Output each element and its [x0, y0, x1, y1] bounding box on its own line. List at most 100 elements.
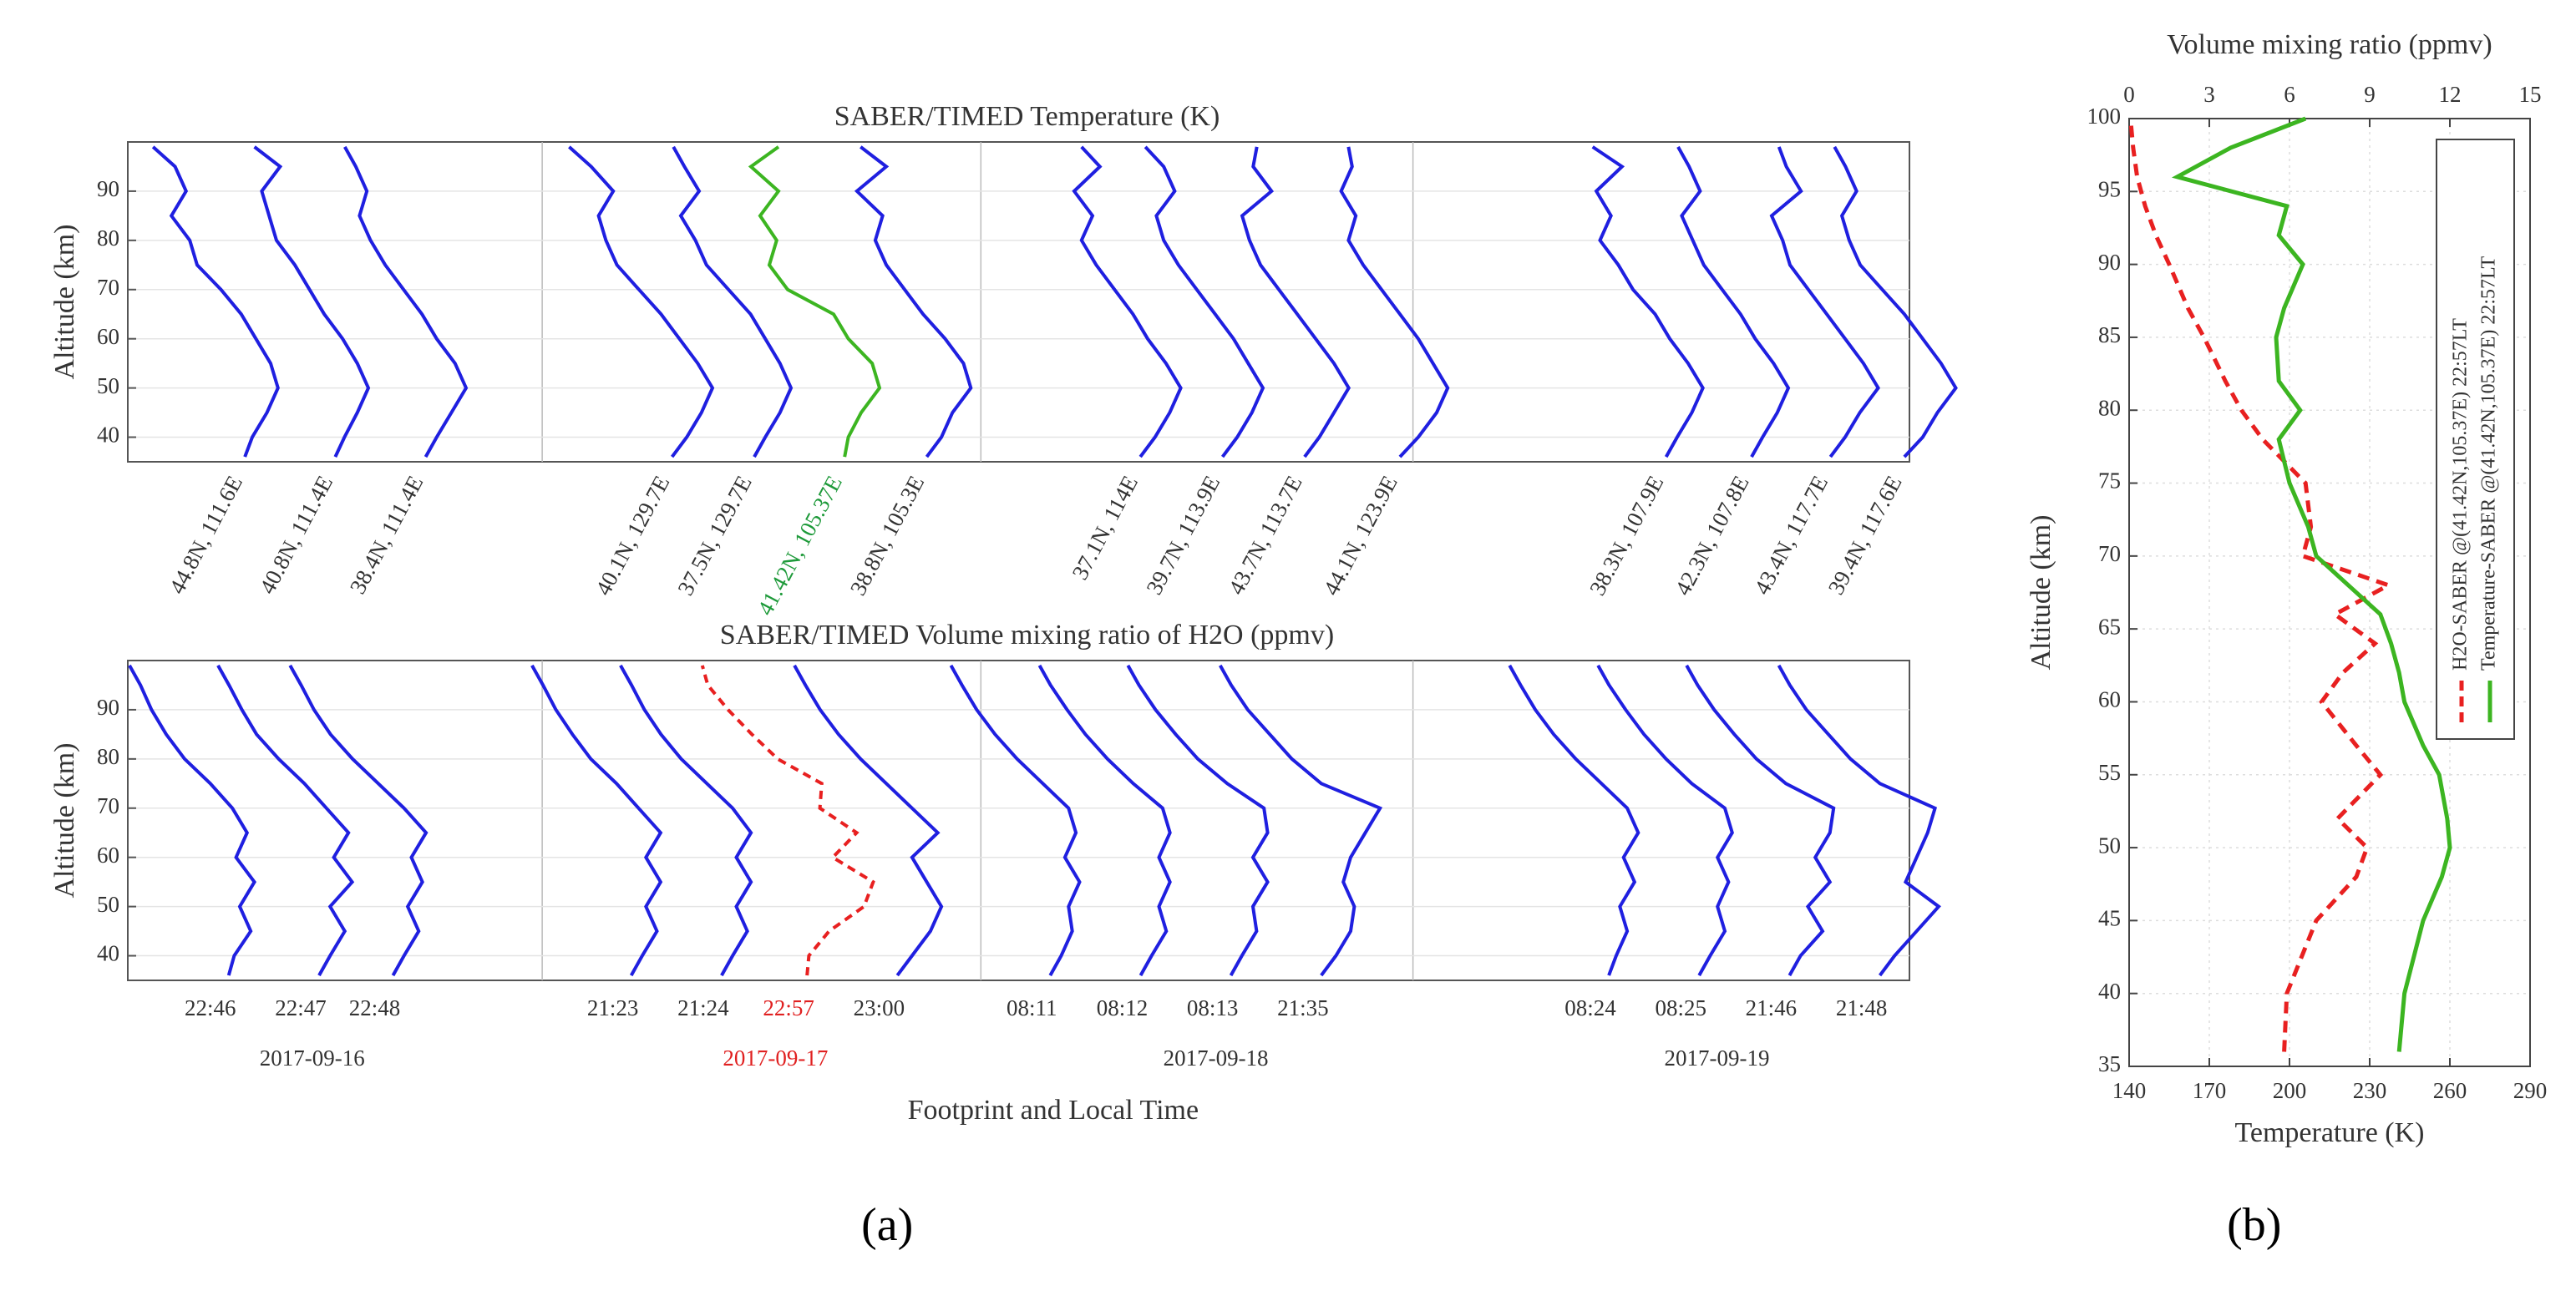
time-label: 21:23 [587, 995, 639, 1020]
plot-frame [127, 141, 1910, 463]
y-tick-label: 85 [2098, 322, 2121, 347]
time-label: 21:48 [1836, 995, 1888, 1020]
x-tick-label: 170 [2193, 1078, 2227, 1103]
time-label: 08:13 [1187, 995, 1239, 1020]
profile-line [151, 145, 280, 458]
profile-line [1240, 146, 1351, 458]
y-tick-label: 80 [97, 744, 119, 769]
footprint-label: 38.3N, 107.9E [1585, 472, 1668, 600]
profile-line [1685, 664, 1836, 977]
profile-line [1219, 664, 1383, 977]
profile-line [1769, 146, 1881, 458]
y-tick-label: 90 [97, 176, 119, 201]
footprint-label: 44.1N, 123.9E [1318, 472, 1402, 600]
chart-title: SABER/TIMED Temperature (K) [834, 101, 1220, 132]
profile-line [949, 664, 1082, 977]
x2-tick-label: 0 [2123, 82, 2135, 107]
y-tick-label: 95 [2098, 177, 2121, 202]
series-line [2128, 118, 2394, 1052]
time-label: 22:46 [185, 995, 236, 1020]
profile-line [343, 145, 469, 458]
time-label: 08:25 [1655, 995, 1706, 1020]
y-tick-label: 80 [97, 225, 119, 251]
series-line [2171, 116, 2452, 1052]
chart-title: SABER/TIMED Volume mixing ratio of H2O (… [720, 620, 1334, 651]
profile-line [1143, 145, 1265, 458]
footprint-label: 42.3N, 107.8E [1670, 472, 1753, 600]
y-tick-label: 60 [97, 324, 119, 349]
x-axis-label: Footprint and Local Time [908, 1095, 1199, 1126]
profile-line [216, 664, 355, 977]
y-tick-label: 100 [2087, 104, 2122, 129]
footprint-label: 41.42N, 105.37E [753, 472, 847, 620]
y-tick-label: 70 [2098, 541, 2121, 566]
y-tick-label: 35 [2098, 1051, 2121, 1076]
y-tick-label: 90 [97, 695, 119, 720]
profile-line [672, 145, 794, 458]
y-axis-label: Altitude (km) [49, 224, 80, 379]
plot-frame [2128, 118, 2531, 1067]
date-label: 2017-09-16 [260, 1045, 365, 1071]
y-tick-label: 60 [97, 843, 119, 868]
footprint-label: 38.4N, 111.4E [345, 472, 428, 598]
x-tick-label: 200 [2273, 1078, 2307, 1103]
x2-tick-label: 6 [2284, 82, 2295, 107]
x-tick-label: 260 [2433, 1078, 2467, 1103]
profile-line [1508, 664, 1640, 976]
footprint-label: 44.8N, 111.6E [164, 472, 246, 598]
footprint-label: 39.7N, 113.9E [1141, 472, 1225, 599]
footprint-label: 37.5N, 129.7E [672, 472, 756, 600]
profile-line [288, 664, 428, 977]
profile-line [619, 664, 753, 977]
footprint-label: 43.7N, 113.7E [1224, 472, 1307, 599]
x2-tick-label: 15 [2519, 82, 2542, 107]
y-tick-label: 50 [97, 373, 119, 398]
x-tick-label: 290 [2513, 1078, 2548, 1103]
x-tick-label: 140 [2112, 1078, 2147, 1103]
x2-tick-label: 3 [2203, 82, 2215, 107]
footprint-label: 40.1N, 129.7E [591, 472, 674, 600]
y-tick-label: 40 [97, 941, 119, 966]
profile-line [1777, 664, 1941, 977]
time-label: 22:57 [763, 995, 814, 1020]
date-label: 2017-09-17 [723, 1045, 828, 1071]
profile-line [793, 664, 944, 977]
profile-line [1037, 664, 1172, 977]
footprint-label: 39.4N, 117.6E [1823, 472, 1907, 599]
time-label: 08:24 [1564, 995, 1616, 1020]
legend-label: H2O-SABER @(41.42N,105.37E) 22:57LT [2450, 318, 2472, 671]
profile-line [700, 665, 875, 976]
date-label: 2017-09-19 [1665, 1045, 1770, 1071]
legend-box [2436, 139, 2515, 740]
plot-frame [127, 660, 1910, 981]
panel-label: (a) [861, 1199, 913, 1251]
time-label: 22:47 [275, 995, 327, 1020]
time-label: 22:48 [349, 995, 401, 1020]
profile-line [1676, 145, 1791, 458]
y-tick-label: 90 [2098, 250, 2121, 275]
y-tick-label: 75 [2098, 468, 2121, 494]
time-label: 21:46 [1746, 995, 1798, 1020]
profile-line [1126, 664, 1270, 977]
time-label: 08:12 [1097, 995, 1149, 1020]
x2-tick-label: 12 [2439, 82, 2462, 107]
date-label: 2017-09-18 [1164, 1045, 1269, 1071]
footprint-label: 43.4N, 117.7E [1749, 472, 1833, 599]
time-label: 21:24 [677, 995, 729, 1020]
x2-tick-label: 9 [2364, 82, 2376, 107]
y-tick-label: 60 [2098, 687, 2121, 712]
profile-line [530, 664, 663, 977]
y-axis-label: Altitude (km) [2026, 514, 2056, 670]
y-tick-label: 70 [97, 793, 119, 818]
profile-line [1833, 145, 1958, 458]
time-label: 08:11 [1007, 995, 1057, 1020]
profile-line [253, 145, 371, 458]
footprint-label: 37.1N, 114E [1067, 472, 1143, 584]
y-axis-label: Altitude (km) [49, 742, 80, 898]
x-tick-label: 230 [2353, 1078, 2387, 1103]
profile-line [128, 664, 257, 976]
profile-line [1596, 664, 1734, 977]
profile-line [1072, 145, 1183, 458]
y-tick-label: 65 [2098, 614, 2121, 639]
y-tick-label: 50 [97, 892, 119, 917]
